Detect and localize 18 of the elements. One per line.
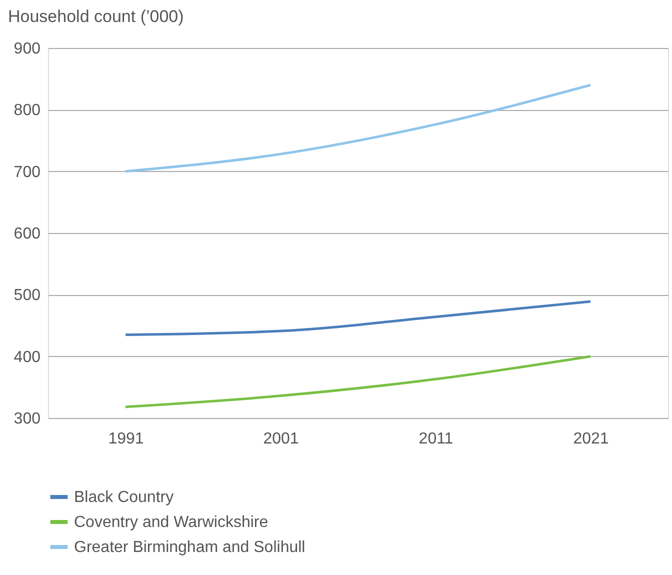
legend-label: Coventry and Warwickshire [74, 514, 268, 531]
line-series [124, 84, 592, 173]
y-tick-label: 800 [14, 102, 41, 120]
x-tick-label: 2001 [263, 430, 299, 448]
y-tick-label: 300 [14, 410, 41, 428]
y-axis-title: Household count (’000) [8, 7, 184, 26]
x-tick-label: 2011 [418, 430, 454, 448]
y-tick-label: 500 [14, 287, 41, 304]
y-tick-label: 400 [14, 348, 41, 366]
x-tick-label: 2021 [573, 430, 609, 448]
line-series [124, 355, 592, 408]
x-tick-label: 1991 [108, 430, 144, 448]
y-tick-label: 600 [14, 226, 41, 242]
legend-label: Greater Birmingham and Solihull [74, 539, 306, 556]
y-tick-label: 700 [14, 164, 41, 181]
legend-label: Black Country [74, 489, 174, 506]
line-series [124, 300, 592, 336]
y-tick-label: 900 [14, 40, 41, 58]
